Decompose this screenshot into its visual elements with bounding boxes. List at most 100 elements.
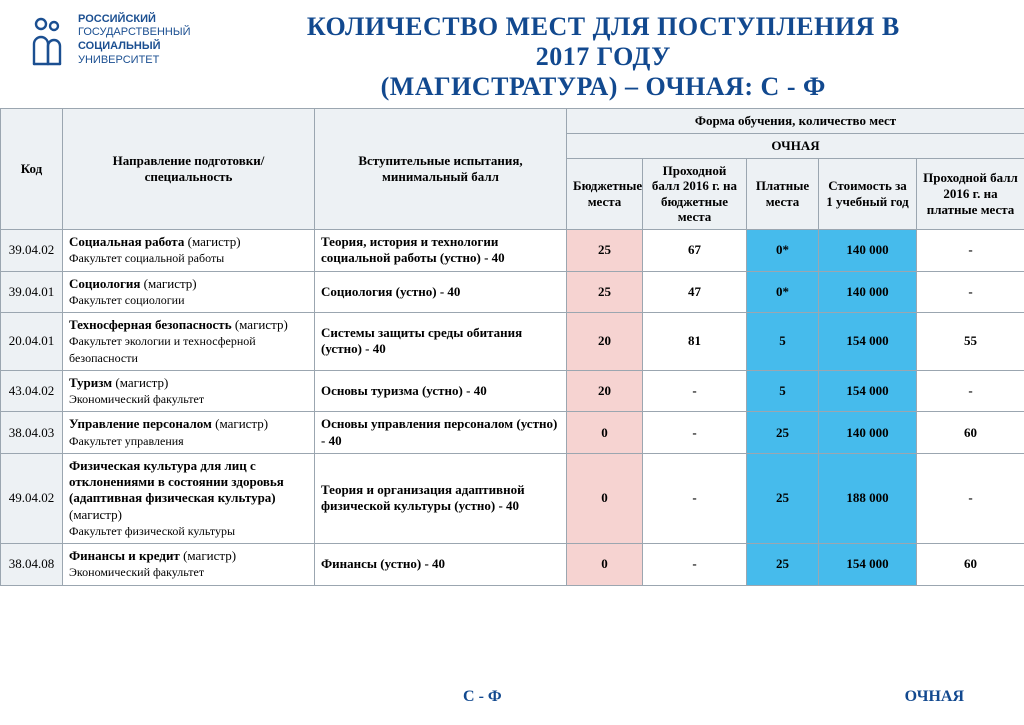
cell-code: 39.04.01 xyxy=(1,271,63,313)
spec-degree: (магистр) xyxy=(188,234,241,249)
cell-pass: 81 xyxy=(643,313,747,371)
th-ochnaya: ОЧНАЯ xyxy=(567,133,1024,158)
cell-exam: Основы туризма (устно) - 40 xyxy=(315,370,567,412)
cell-passpaid: - xyxy=(917,453,1024,543)
cell-code: 49.04.02 xyxy=(1,453,63,543)
cell-cost: 188 000 xyxy=(819,453,917,543)
cell-spec: Туризм (магистр) Экономический факультет xyxy=(63,370,315,412)
cell-pass: 67 xyxy=(643,230,747,272)
footer: С - Ф ОЧНАЯ xyxy=(0,688,1024,706)
spec-degree: (магистр) xyxy=(235,317,288,332)
cell-pass: - xyxy=(643,544,747,586)
spec-degree: (магистр) xyxy=(183,548,236,563)
table-row: 38.04.08 Финансы и кредит (магистр) Эконом… xyxy=(1,544,1024,586)
logo-line-1: РОССИЙСКИЙ xyxy=(78,13,190,27)
cell-paid: 5 xyxy=(747,313,819,371)
cell-paid: 25 xyxy=(747,544,819,586)
cell-pass: - xyxy=(643,412,747,454)
table-row: 39.04.02Социальная работа (магистр)Факул… xyxy=(1,230,1024,272)
th-code: Код xyxy=(1,108,63,229)
page-title: КОЛИЧЕСТВО МЕСТ ДЛЯ ПОСТУПЛЕНИЯ В 2017 Г… xyxy=(206,12,1000,102)
cell-passpaid: - xyxy=(917,230,1024,272)
footer-range: С - Ф xyxy=(60,688,905,706)
cell-cost: 140 000 xyxy=(819,230,917,272)
cell-spec: Финансы и кредит (магистр) Экономический … xyxy=(63,544,315,586)
cell-spec: Техносферная безопасность (магистр) Факул… xyxy=(63,313,315,371)
spec-title: Туризм xyxy=(69,375,112,390)
cell-spec: Управление персоналом (магистр) Факультет… xyxy=(63,412,315,454)
cell-spec: Социальная работа (магистр) Факультет соц… xyxy=(63,230,315,272)
spec-title: Техносферная безопасность xyxy=(69,317,232,332)
cell-passpaid: 55 xyxy=(917,313,1024,371)
cell-exam: Системы защиты среды обитания (устно) - … xyxy=(315,313,567,371)
spec-faculty: Экономический факультет xyxy=(69,565,204,579)
th-passpaid: Проходной балл 2016 г. на платные места xyxy=(917,158,1024,229)
cell-exam: Теория, история и технологии социальной … xyxy=(315,230,567,272)
cell-passpaid: - xyxy=(917,370,1024,412)
cell-budget: 25 xyxy=(567,271,643,313)
th-budget: Бюджетные места xyxy=(567,158,643,229)
cell-spec: Социология (магистр)Факультет социологии xyxy=(63,271,315,313)
cell-paid: 25 xyxy=(747,453,819,543)
cell-spec: Физическая культура для лиц с отклонения… xyxy=(63,453,315,543)
spec-faculty: Факультет управления xyxy=(69,434,184,448)
cell-paid: 0* xyxy=(747,271,819,313)
cell-code: 38.04.08 xyxy=(1,544,63,586)
cell-code: 38.04.03 xyxy=(1,412,63,454)
cell-pass: - xyxy=(643,453,747,543)
cell-code: 20.04.01 xyxy=(1,313,63,371)
spec-faculty: Факультет социальной работы xyxy=(69,251,224,265)
cell-paid: 0* xyxy=(747,230,819,272)
table-head: Код Направление подготовки/ специальност… xyxy=(1,108,1024,229)
spec-title: Финансы и кредит xyxy=(69,548,180,563)
cell-exam: Теория и организация адаптивной физическ… xyxy=(315,453,567,543)
cell-cost: 140 000 xyxy=(819,271,917,313)
spec-faculty: Экономический факультет xyxy=(69,392,204,406)
th-pass2016: Проходной балл 2016 г. на бюджетные мест… xyxy=(643,158,747,229)
logo-text: РОССИЙСКИЙ ГОСУДАРСТВЕННЫЙ СОЦИАЛЬНЫЙ УН… xyxy=(78,13,190,68)
cell-budget: 20 xyxy=(567,313,643,371)
logo-line-4: УНИВЕРСИТЕТ xyxy=(78,54,190,68)
cell-exam: Социология (устно) - 40 xyxy=(315,271,567,313)
spec-faculty: Факультет экологии и техносферной безопа… xyxy=(69,334,256,364)
cell-budget: 25 xyxy=(567,230,643,272)
logo-line-3: СОЦИАЛЬНЫЙ xyxy=(78,40,190,54)
cell-cost: 140 000 xyxy=(819,412,917,454)
th-paid: Платные места xyxy=(747,158,819,229)
cell-cost: 154 000 xyxy=(819,370,917,412)
logo-line-2: ГОСУДАРСТВЕННЫЙ xyxy=(78,26,190,40)
logo: РОССИЙСКИЙ ГОСУДАРСТВЕННЫЙ СОЦИАЛЬНЫЙ УН… xyxy=(24,12,190,68)
th-cost: Стоимость за 1 учебный год xyxy=(819,158,917,229)
th-form: Форма обучения, количество мест xyxy=(567,108,1024,133)
footer-form: ОЧНАЯ xyxy=(905,688,964,706)
spec-title: Управление персоналом xyxy=(69,416,212,431)
th-spec: Направление подготовки/ специальность xyxy=(63,108,315,229)
th-exam: Вступительные испытания, минимальный бал… xyxy=(315,108,567,229)
spec-faculty: Факультет физической культуры xyxy=(69,524,235,538)
cell-pass: - xyxy=(643,370,747,412)
spec-title: Социология xyxy=(69,276,140,291)
cell-budget: 0 xyxy=(567,544,643,586)
cell-passpaid: 60 xyxy=(917,544,1024,586)
spec-title: Социальная работа xyxy=(69,234,184,249)
cell-passpaid: 60 xyxy=(917,412,1024,454)
title-line-2: 2017 ГОДУ xyxy=(206,42,1000,72)
table-row: 43.04.02 Туризм (магистр) Экономический фа… xyxy=(1,370,1024,412)
table-row: 20.04.01Техносферная безопасность (магис… xyxy=(1,313,1024,371)
cell-cost: 154 000 xyxy=(819,313,917,371)
admission-table: Код Направление подготовки/ специальност… xyxy=(0,108,1024,586)
cell-pass: 47 xyxy=(643,271,747,313)
cell-budget: 0 xyxy=(567,412,643,454)
cell-budget: 20 xyxy=(567,370,643,412)
cell-exam: Основы управления персоналом (устно) - 4… xyxy=(315,412,567,454)
spec-degree: (магистр) xyxy=(115,375,168,390)
logo-icon xyxy=(24,12,70,68)
table-row: 39.04.01Социология (магистр)Факультет со… xyxy=(1,271,1024,313)
cell-code: 43.04.02 xyxy=(1,370,63,412)
cell-passpaid: - xyxy=(917,271,1024,313)
spec-title: Физическая культура для лиц с отклонения… xyxy=(69,458,284,506)
cell-cost: 154 000 xyxy=(819,544,917,586)
cell-paid: 25 xyxy=(747,412,819,454)
cell-paid: 5 xyxy=(747,370,819,412)
spec-degree: (магистр) xyxy=(215,416,268,431)
